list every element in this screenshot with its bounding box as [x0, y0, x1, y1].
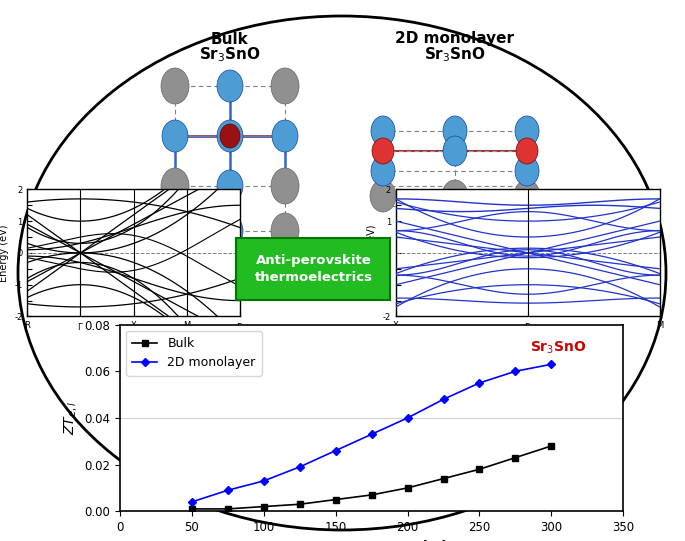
2D monolayer [188, 499, 196, 505]
2D monolayer [403, 414, 412, 421]
Line: 2D monolayer: 2D monolayer [188, 361, 555, 505]
2D monolayer [511, 368, 519, 374]
Y-axis label: Energy (eV): Energy (eV) [0, 224, 9, 282]
Ellipse shape [443, 136, 467, 166]
Ellipse shape [515, 116, 539, 146]
Y-axis label: Energy (eV): Energy (eV) [367, 224, 377, 282]
Bulk [295, 501, 303, 507]
Ellipse shape [271, 213, 299, 249]
Ellipse shape [161, 68, 189, 104]
X-axis label: Temperature (K): Temperature (K) [295, 539, 449, 541]
Bulk [223, 506, 232, 512]
Ellipse shape [271, 68, 299, 104]
Bulk [332, 496, 340, 503]
Text: Sr$_3$SnO: Sr$_3$SnO [424, 45, 486, 64]
Bulk [260, 503, 268, 510]
Bulk [367, 492, 375, 498]
Ellipse shape [272, 120, 298, 152]
Ellipse shape [217, 120, 243, 152]
2D monolayer [332, 447, 340, 454]
Ellipse shape [372, 138, 394, 164]
Ellipse shape [161, 168, 189, 204]
2D monolayer [260, 478, 268, 484]
Text: Bulk: Bulk [211, 31, 249, 47]
2D monolayer [295, 464, 303, 470]
2D monolayer [475, 380, 484, 386]
Ellipse shape [217, 70, 243, 102]
Bulk [439, 476, 447, 482]
2D monolayer [547, 361, 556, 367]
Ellipse shape [162, 120, 188, 152]
Text: 2D monolayer: 2D monolayer [395, 31, 514, 47]
Bulk [475, 466, 484, 472]
Ellipse shape [217, 215, 243, 247]
Ellipse shape [516, 138, 538, 164]
Line: Bulk: Bulk [188, 443, 555, 512]
Ellipse shape [442, 180, 468, 212]
2D monolayer [439, 396, 447, 403]
Y-axis label: $ZT_{e,l}$: $ZT_{e,l}$ [62, 401, 79, 435]
Ellipse shape [443, 116, 467, 146]
Bulk [188, 506, 196, 512]
Ellipse shape [371, 116, 395, 146]
Legend: Bulk, 2D monolayer: Bulk, 2D monolayer [126, 331, 262, 375]
Text: Sr$_3$SnO: Sr$_3$SnO [199, 45, 261, 64]
Ellipse shape [217, 170, 243, 202]
Ellipse shape [370, 180, 396, 212]
2D monolayer [367, 431, 375, 438]
Ellipse shape [271, 168, 299, 204]
Bulk [403, 485, 412, 491]
Text: Sr$_3$SnO: Sr$_3$SnO [530, 340, 586, 356]
Bulk [511, 454, 519, 461]
Ellipse shape [515, 156, 539, 186]
Ellipse shape [161, 213, 189, 249]
Ellipse shape [514, 180, 540, 212]
Text: Anti-perovskite
thermoelectrics: Anti-perovskite thermoelectrics [254, 254, 373, 284]
Ellipse shape [371, 156, 395, 186]
Bulk [547, 443, 556, 449]
Ellipse shape [220, 124, 240, 148]
2D monolayer [223, 487, 232, 493]
